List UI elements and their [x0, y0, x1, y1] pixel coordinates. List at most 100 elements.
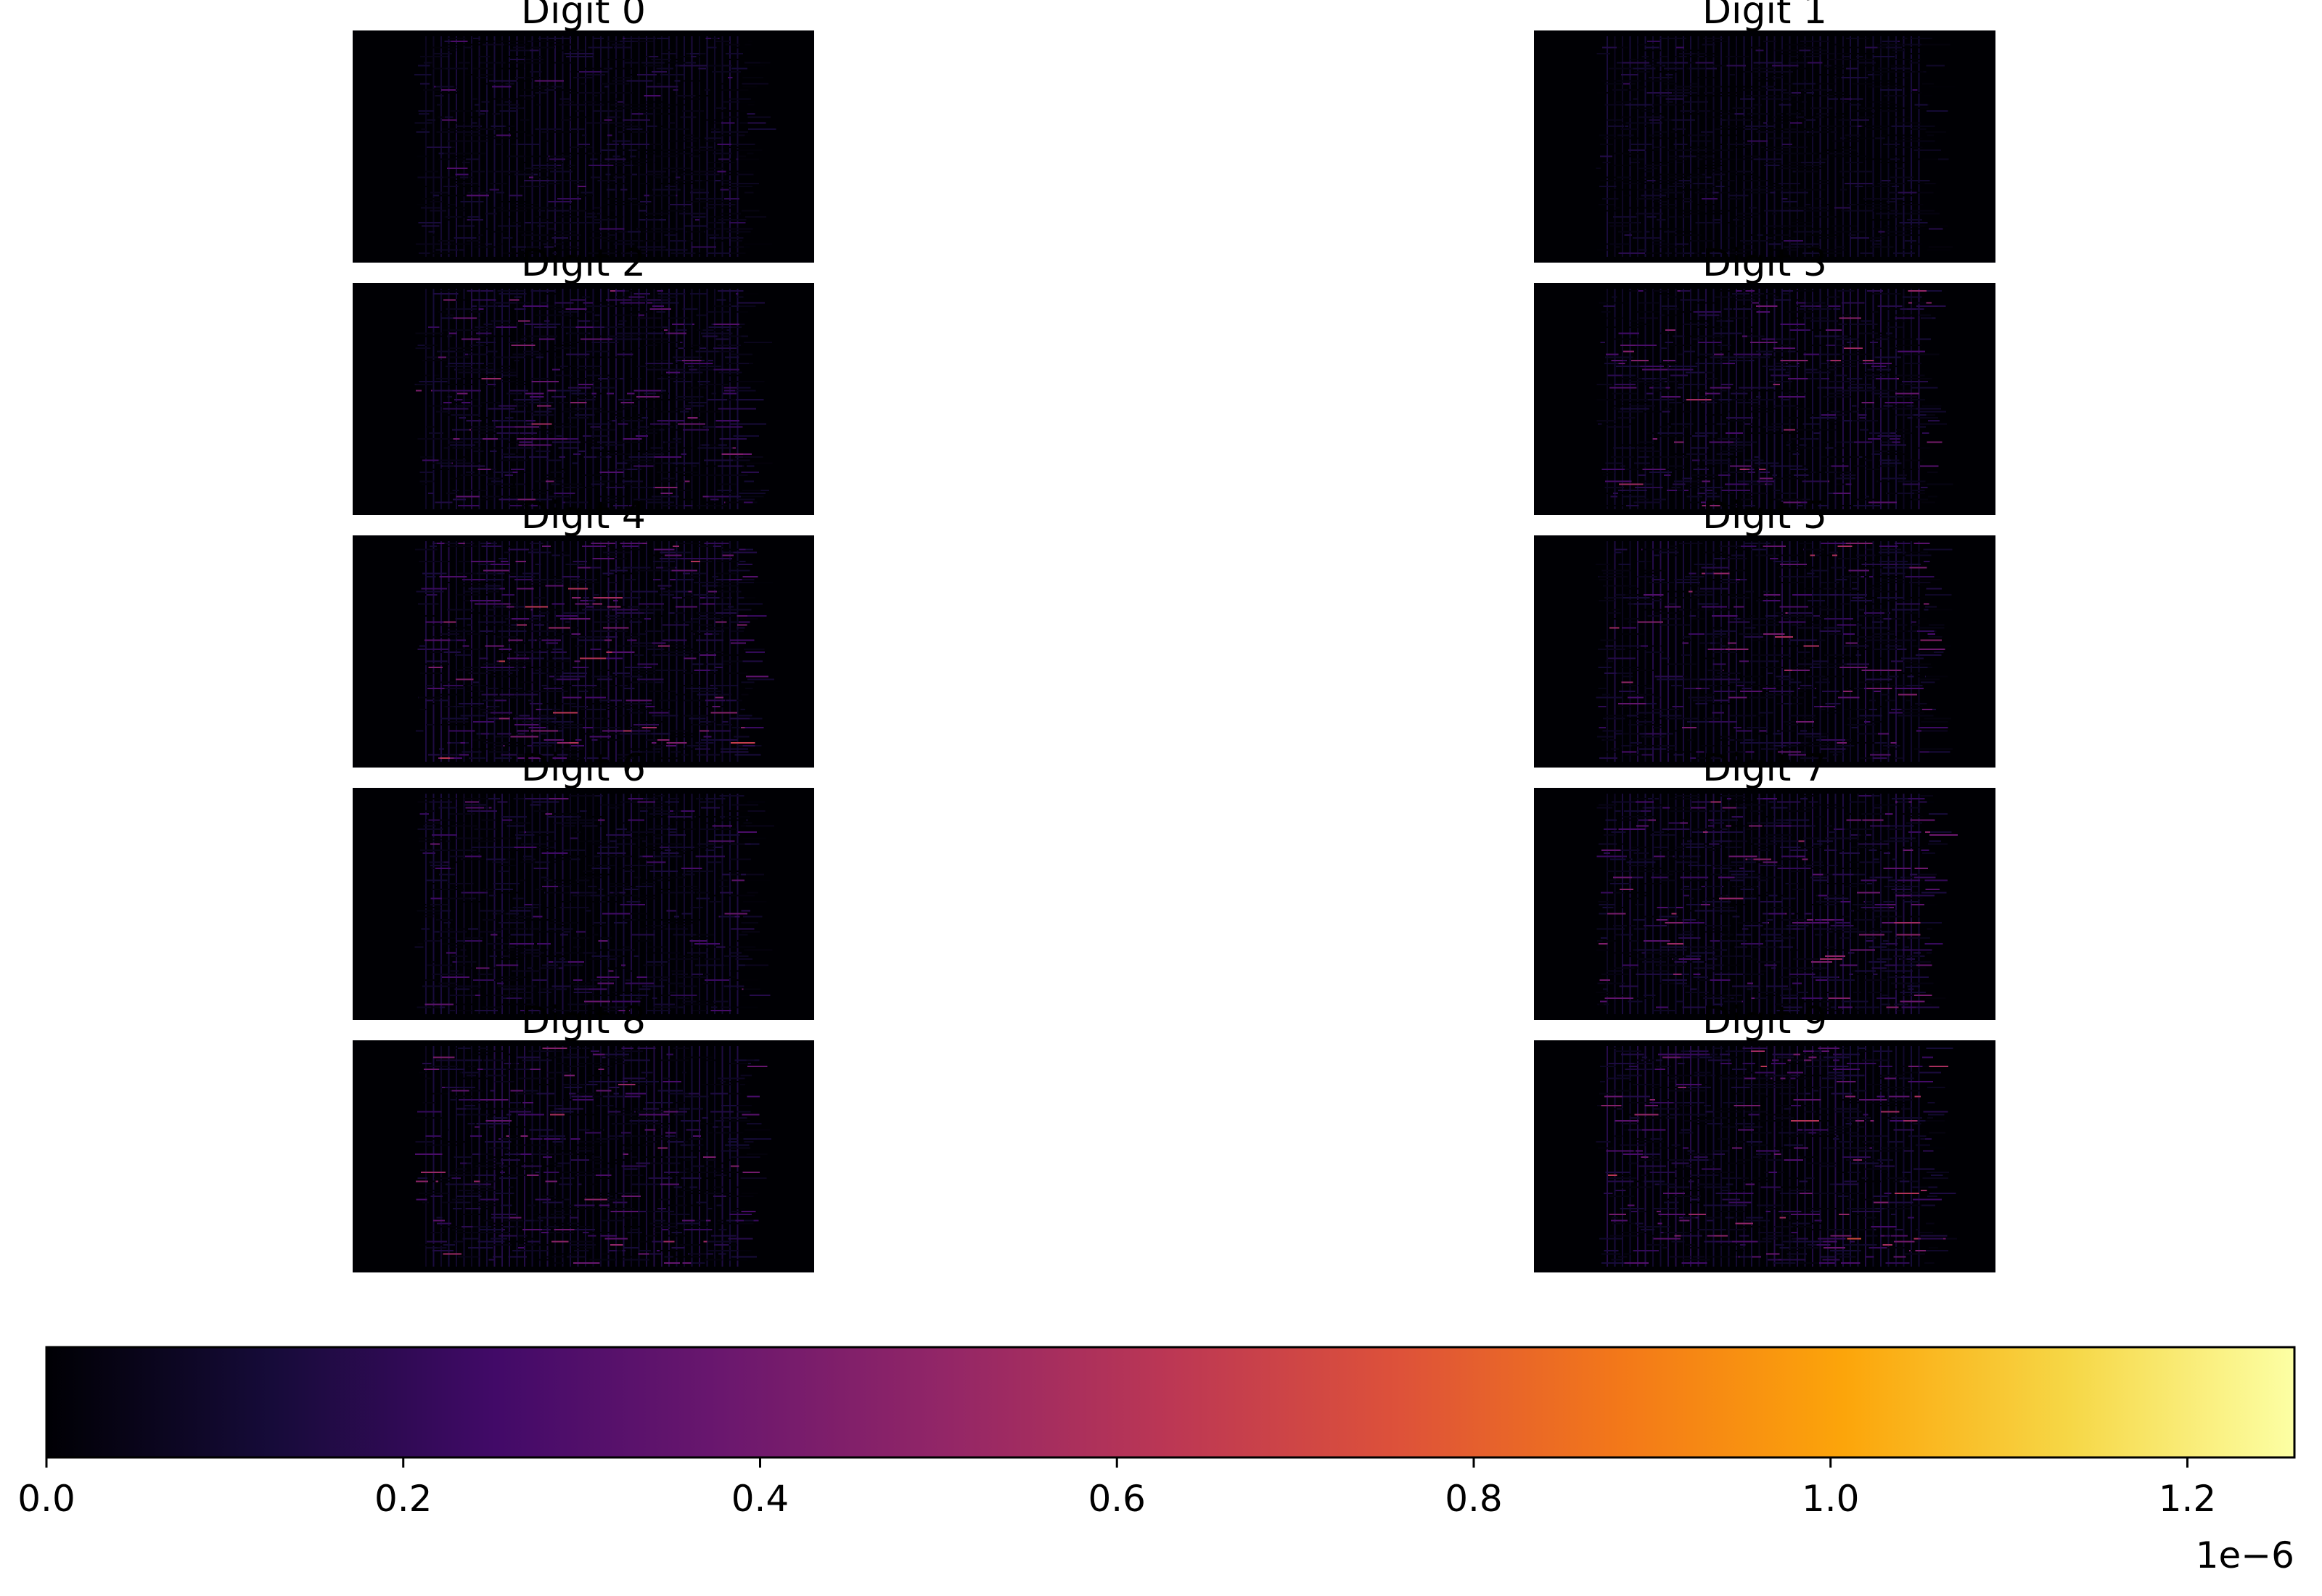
- heatmap-cell: [1654, 411, 1670, 413]
- heatmap-cell: [1820, 615, 1834, 617]
- heatmap-cell: [1774, 645, 1801, 647]
- heatmap-cell: [509, 341, 520, 343]
- heatmap-cell: [1848, 323, 1878, 325]
- heatmap-cell: [1596, 420, 1616, 422]
- heatmap-cell: [569, 128, 585, 130]
- heatmap-cell: [1687, 720, 1710, 723]
- heatmap-cell: [490, 450, 497, 452]
- heatmap-cell: [1680, 110, 1704, 112]
- heatmap-cell: [1734, 548, 1752, 551]
- heatmap-cell: [625, 62, 640, 64]
- heatmap-cell: [517, 624, 528, 626]
- heatmap-cell: [523, 435, 536, 437]
- heatmap-cell: [528, 754, 549, 756]
- heatmap-cell: [717, 201, 737, 202]
- heatmap-cell: [1727, 317, 1748, 319]
- heatmap-cell: [446, 356, 469, 358]
- heatmap-cell: [488, 717, 500, 720]
- heatmap-cell: [1846, 38, 1869, 39]
- heatmap-cell: [729, 222, 746, 224]
- heatmap-cell: [551, 554, 560, 556]
- heatmap-cell: [1847, 663, 1869, 665]
- heatmap-cell: [1752, 597, 1775, 598]
- heatmap-cell: [416, 591, 444, 593]
- heatmap-cell: [1752, 390, 1771, 392]
- heatmap-cell: [1863, 46, 1878, 49]
- heatmap-cell: [647, 816, 663, 818]
- heatmap-cell: [543, 140, 552, 142]
- heatmap-cell: [424, 345, 438, 346]
- heatmap-cell: [1605, 356, 1633, 358]
- heatmap-cell: [1716, 684, 1731, 686]
- heatmap-cell: [1652, 189, 1673, 191]
- heatmap-cell: [686, 140, 697, 142]
- heatmap-cell: [1738, 290, 1755, 292]
- heatmap-cell: [1694, 591, 1712, 593]
- heatmap-cell: [533, 603, 538, 605]
- heatmap-cell: [1900, 657, 1924, 659]
- heatmap-cell: [507, 672, 513, 675]
- heatmap-cell: [1822, 441, 1834, 443]
- heatmap-cell: [1732, 107, 1755, 109]
- heatmap-cell: [1641, 176, 1661, 178]
- heatmap-cell: [422, 197, 439, 200]
- heatmap-cell: [625, 699, 652, 702]
- heatmap-cell: [622, 417, 639, 419]
- heatmap-cell: [533, 624, 544, 626]
- heatmap-cell: [689, 192, 709, 194]
- heatmap-cell: [744, 501, 753, 503]
- heatmap-cell: [637, 426, 649, 428]
- heatmap-column: [1728, 36, 1730, 257]
- heatmap-cell: [1928, 636, 1942, 638]
- heatmap-cell: [713, 305, 732, 307]
- heatmap-cell: [538, 38, 564, 39]
- heatmap-cell: [1821, 204, 1834, 206]
- heatmap-cell: [1744, 684, 1773, 686]
- heatmap-column: [714, 36, 716, 257]
- heatmap-cell: [1784, 720, 1796, 723]
- heatmap-cell: [742, 86, 758, 88]
- heatmap-cell: [744, 243, 772, 245]
- heatmap-cell: [1927, 441, 1942, 443]
- heatmap-cell: [474, 585, 501, 587]
- heatmap-cell: [553, 234, 581, 236]
- heatmap-cell: [528, 176, 533, 178]
- panel-title: Digit 5: [1702, 494, 1827, 538]
- heatmap-cell: [1898, 204, 1924, 206]
- heatmap-cell: [1678, 384, 1707, 386]
- heatmap-cell: [1841, 77, 1861, 79]
- heatmap-cell: [538, 666, 561, 668]
- heatmap-cell: [517, 588, 534, 590]
- heatmap-cell: [1605, 462, 1622, 464]
- heatmap-cell: [1743, 243, 1754, 245]
- heatmap-cell: [582, 296, 590, 298]
- heatmap-cell: [1915, 290, 1942, 292]
- heatmap-cell: [703, 612, 715, 614]
- heatmap-cell: [1618, 490, 1645, 491]
- heatmap-cell: [417, 438, 444, 440]
- heatmap-cell: [1711, 636, 1729, 638]
- heatmap-cell: [738, 621, 750, 623]
- heatmap-cell: [1808, 742, 1831, 744]
- heatmap-cell: [708, 359, 713, 361]
- heatmap-cell: [1899, 222, 1928, 224]
- heatmap-panel: Digit 3: [1534, 242, 1995, 515]
- heatmap-cell: [1797, 504, 1803, 506]
- heatmap-cell: [424, 374, 430, 377]
- heatmap-cell: [419, 381, 448, 382]
- heatmap-cell: [1660, 645, 1665, 647]
- heatmap-cell: [639, 173, 664, 176]
- heatmap-cell: [1752, 624, 1779, 626]
- heatmap-cell: [584, 311, 595, 313]
- heatmap-cell: [1644, 170, 1653, 173]
- heatmap-cell: [586, 122, 613, 124]
- heatmap-cell: [644, 219, 660, 221]
- heatmap-cell: [603, 305, 615, 307]
- heatmap-cell: [448, 332, 457, 334]
- heatmap-column: [1865, 541, 1867, 762]
- heatmap-cell: [610, 104, 634, 106]
- heatmap-cell: [1728, 441, 1757, 443]
- heatmap-stripes: [1596, 541, 1953, 762]
- heatmap-cell: [1626, 600, 1652, 602]
- heatmap-cell: [539, 323, 561, 325]
